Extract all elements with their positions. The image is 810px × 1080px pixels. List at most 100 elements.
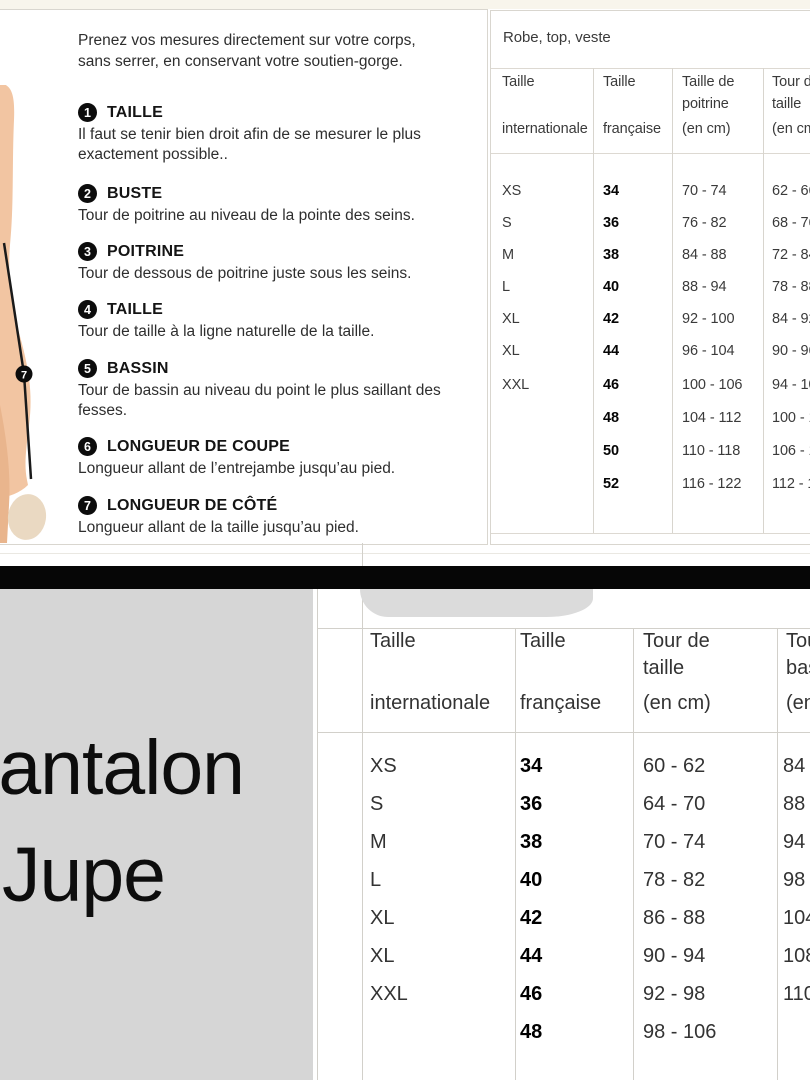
pantalon-table-line xyxy=(777,628,778,1080)
pantalon-col-header: bassin xyxy=(786,657,810,679)
guide-item-taille-4: 4 TAILLE Tour de taille à la ligne natur… xyxy=(78,300,478,342)
mannequin-leg-shape xyxy=(0,85,31,498)
cell-size-int: S xyxy=(370,793,384,815)
cell-size-fr: 44 xyxy=(520,945,543,967)
cell-taille: 106 - 11 xyxy=(772,443,810,459)
pantalon-col-header: (en cm) xyxy=(643,692,711,714)
pantalon-col-header: Tour de xyxy=(786,630,810,652)
robe-col-header: Taille xyxy=(502,74,535,90)
cell-size-int: M xyxy=(370,831,387,853)
num-badge-5: 5 xyxy=(78,359,97,378)
cell-poitrine: 92 - 100 xyxy=(682,311,735,327)
category-label-block xyxy=(0,589,313,1080)
cell-poitrine: 100 - 106 xyxy=(682,377,743,393)
robe-col-header: poitrine xyxy=(682,96,729,112)
cell-poitrine: 70 - 74 xyxy=(682,183,727,199)
cell-poitrine: 116 - 122 xyxy=(682,476,742,492)
cell-size-fr: 42 xyxy=(603,311,619,327)
cell-taille: 70 - 74 xyxy=(643,831,706,853)
measure-marker-7-label: 7 xyxy=(21,370,27,382)
cell-bassin: 84 - xyxy=(783,755,810,777)
cell-size-fr: 50 xyxy=(603,443,619,459)
cell-size-fr: 40 xyxy=(520,869,543,891)
cell-poitrine: 110 - 118 xyxy=(682,443,741,459)
cell-size-fr: 38 xyxy=(520,831,543,853)
cell-size-int: XL xyxy=(502,311,520,327)
robe-table-line xyxy=(491,153,810,154)
cell-poitrine: 88 - 94 xyxy=(682,279,727,295)
cell-size-fr: 44 xyxy=(603,343,619,359)
guide-item-head: 4 TAILLE xyxy=(78,300,478,319)
pantalon-col-header: Taille xyxy=(520,630,566,652)
cell-bassin: 108 xyxy=(783,945,810,967)
pantalon-col-header: Tour de xyxy=(643,630,710,652)
cell-size-fr: 34 xyxy=(603,183,619,199)
guide-item-title: TAILLE xyxy=(107,300,164,318)
cell-poitrine: 76 - 82 xyxy=(682,215,727,231)
robe-col-header: (en cm) xyxy=(682,121,731,137)
num-badge-2: 2 xyxy=(78,184,97,203)
pantalon-table-line xyxy=(317,732,810,733)
mannequin-figure: 7 xyxy=(0,85,47,543)
guide-item-head: 5 BASSIN xyxy=(78,359,478,378)
cell-size-int: L xyxy=(502,279,510,295)
robe-table-line xyxy=(491,68,810,69)
cell-taille: 100 - 10 xyxy=(772,410,810,426)
cell-taille: 62 - 66 xyxy=(772,183,810,199)
cell-taille: 98 - 106 xyxy=(643,1021,717,1043)
guide-item-desc: Longueur allant de la taille jusqu’au pi… xyxy=(78,519,359,536)
pantalon-table-line xyxy=(515,628,516,1080)
guide-item-title: BUSTE xyxy=(107,184,163,202)
cell-size-int: XS xyxy=(370,755,397,777)
mannequin-shoe xyxy=(7,494,47,540)
cell-taille: 94 - 100 xyxy=(772,377,810,393)
robe-col-header: Taille de xyxy=(682,74,735,90)
cell-poitrine: 104 - 112 xyxy=(682,410,742,426)
pantalon-table-line xyxy=(362,543,363,1080)
cell-size-fr: 42 xyxy=(520,907,543,929)
category-label-jupe: Jupe xyxy=(2,832,166,918)
category-label-pantalon: Pantalon xyxy=(0,725,245,811)
robe-table-line xyxy=(593,68,594,533)
guide-item-buste: 2 BUSTE Tour de poitrine au niveau de la… xyxy=(78,184,478,226)
cell-size-int: XL xyxy=(370,945,395,967)
cell-bassin: 98 - xyxy=(783,869,810,891)
cell-size-int: XL xyxy=(502,343,520,359)
robe-col-header: (en cm) xyxy=(772,121,810,137)
pantalon-col-header: Taille xyxy=(370,630,416,652)
cell-size-int: XXL xyxy=(370,983,408,1005)
cell-size-fr: 48 xyxy=(520,1021,543,1043)
cell-poitrine: 84 - 88 xyxy=(682,247,727,263)
guide-item-title: LONGUEUR DE COUPE xyxy=(107,437,290,455)
cell-size-int: L xyxy=(370,869,382,891)
section-divider-line xyxy=(0,553,810,554)
cell-size-fr: 46 xyxy=(603,377,619,393)
guide-item-longueur-cote: 7 LONGUEUR DE CÔTÉ Longueur allant de la… xyxy=(78,496,478,538)
cell-bassin: 94 - xyxy=(783,831,810,853)
guide-item-title: TAILLE xyxy=(107,103,164,121)
guide-item-desc: Longueur allant de l’entrejambe jusqu’au… xyxy=(78,460,396,477)
cell-taille: 78 - 88 xyxy=(772,279,810,295)
robe-col-header: Tour de xyxy=(772,74,810,90)
measure-guide-panel xyxy=(0,9,488,545)
cell-size-int: S xyxy=(502,215,512,231)
guide-item-bassin: 5 BASSIN Tour de bassin au niveau du poi… xyxy=(78,359,478,421)
cell-size-fr: 34 xyxy=(520,755,543,777)
guide-item-head: 7 LONGUEUR DE CÔTÉ xyxy=(78,496,478,515)
cell-taille: 90 - 96 xyxy=(772,343,810,359)
guide-item-taille-1: 1 TAILLE Il faut se tenir bien droit afi… xyxy=(78,103,478,165)
cell-taille: 90 - 94 xyxy=(643,945,706,967)
pantalon-col-header: taille xyxy=(643,657,685,679)
cell-bassin: 110 xyxy=(783,983,810,1005)
guide-item-head: 6 LONGUEUR DE COUPE xyxy=(78,437,478,456)
robe-col-header: taille xyxy=(772,96,802,112)
cell-size-int: XXL xyxy=(502,377,530,393)
robe-col-header: française xyxy=(603,121,661,137)
num-badge-4: 4 xyxy=(78,300,97,319)
cell-taille: 78 - 82 xyxy=(643,869,706,891)
guide-item-head: 3 POITRINE xyxy=(78,242,478,261)
mannequin-second-leg-shape xyxy=(0,405,10,543)
cell-size-fr: 46 xyxy=(520,983,543,1005)
robe-col-header: internationale xyxy=(502,121,588,137)
